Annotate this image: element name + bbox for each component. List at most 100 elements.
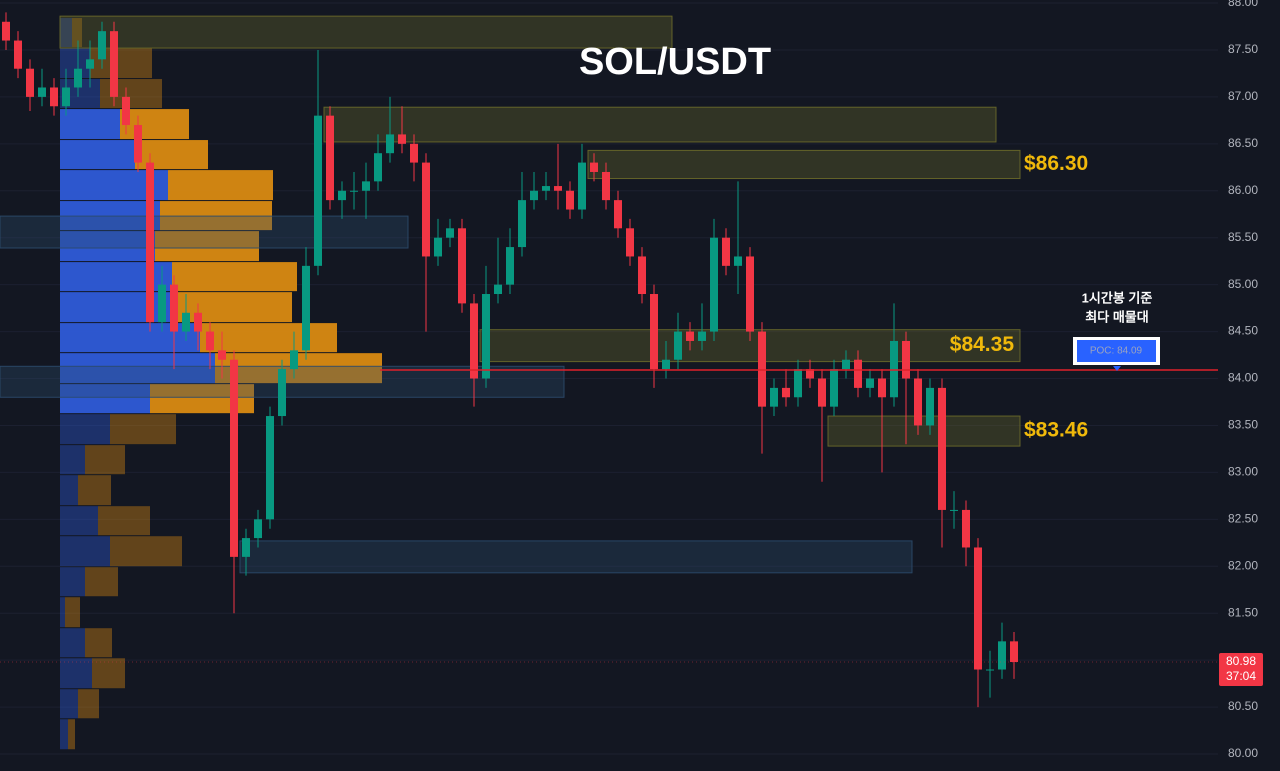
countdown-label: 37:04 xyxy=(1226,669,1256,683)
candle-body xyxy=(698,331,706,341)
candle-body xyxy=(350,190,358,192)
candle-body xyxy=(98,31,106,60)
candle-body xyxy=(614,200,622,229)
annotation: 1시간봉 기준 xyxy=(1082,290,1153,305)
profile-sell xyxy=(78,689,99,719)
candle-body xyxy=(758,331,766,407)
profile-buy xyxy=(60,597,65,628)
y-tick-label: 86.00 xyxy=(1228,183,1258,197)
y-tick-label: 80.00 xyxy=(1228,746,1258,760)
candle-body xyxy=(710,237,718,332)
profile-buy xyxy=(60,109,120,140)
last-price-tag xyxy=(1219,653,1263,687)
profile-buy xyxy=(60,658,92,689)
candle-body xyxy=(1010,641,1018,663)
profile-sell xyxy=(65,597,80,628)
last-price-label: 80.98 xyxy=(1226,654,1256,668)
candle-body xyxy=(806,369,814,379)
candle-body xyxy=(266,416,274,520)
candle-body xyxy=(62,87,70,107)
zone xyxy=(323,106,997,143)
candle-body xyxy=(470,303,478,379)
candle-body xyxy=(374,153,382,182)
candle-body xyxy=(434,237,442,257)
candle-body xyxy=(770,387,778,407)
candle-body xyxy=(146,162,154,323)
candle-body xyxy=(302,265,310,351)
candle-body xyxy=(482,294,490,379)
candle-body xyxy=(566,190,574,210)
profile-sell xyxy=(85,567,118,597)
candle-body xyxy=(38,87,46,97)
profile-buy xyxy=(60,506,98,536)
y-tick-label: 87.00 xyxy=(1228,89,1258,103)
candle-body xyxy=(2,21,10,41)
candle-body xyxy=(746,256,754,332)
candle-body xyxy=(866,378,874,388)
y-tick-label: 82.00 xyxy=(1228,558,1258,572)
candle-body xyxy=(14,40,22,69)
candle-body xyxy=(674,331,682,360)
candle-body xyxy=(890,340,898,398)
zone-label: $83.46 xyxy=(1024,419,1088,442)
profile-sell xyxy=(110,414,176,445)
candle-body xyxy=(86,59,94,69)
y-tick-label: 84.50 xyxy=(1228,324,1258,338)
candle-body xyxy=(854,359,862,388)
candle-body xyxy=(206,331,214,351)
candle-body xyxy=(794,369,802,398)
profile-buy xyxy=(60,18,72,48)
y-tick-label: 88.00 xyxy=(1228,0,1258,9)
candle-body xyxy=(662,359,670,370)
candle-body xyxy=(590,162,598,172)
zone xyxy=(239,540,913,574)
candle-body xyxy=(626,228,634,257)
candle-body xyxy=(782,387,790,398)
y-tick-label: 85.00 xyxy=(1228,277,1258,291)
candle-body xyxy=(458,228,466,304)
candle-body xyxy=(842,359,850,370)
y-tick-label: 82.50 xyxy=(1228,511,1258,525)
annotation: 최다 매물대 xyxy=(1085,309,1148,324)
candle-body xyxy=(290,350,298,370)
candle-body xyxy=(122,96,130,126)
candle-body xyxy=(254,519,262,539)
y-tick-label: 86.50 xyxy=(1228,136,1258,150)
zone-label: $84.35 xyxy=(950,333,1015,356)
profile-buy xyxy=(60,262,172,292)
zone xyxy=(59,15,673,49)
y-tick-label: 83.00 xyxy=(1228,465,1258,479)
profile-buy xyxy=(60,353,215,384)
profile-sell xyxy=(85,445,125,475)
candle-body xyxy=(506,247,514,285)
candle-body xyxy=(314,115,322,266)
candle-body xyxy=(386,134,394,154)
candle-body xyxy=(74,68,82,88)
candle-body xyxy=(542,186,550,191)
profile-buy xyxy=(60,628,85,658)
candle-body xyxy=(950,509,958,511)
candle-body xyxy=(734,256,742,266)
candle-body xyxy=(326,115,334,201)
candle-body xyxy=(170,284,178,332)
profile-buy xyxy=(60,475,78,506)
zone xyxy=(827,415,1021,447)
y-tick-label: 87.50 xyxy=(1228,42,1258,56)
poc-label: POC: 84.09 xyxy=(1090,346,1143,357)
candle-body xyxy=(602,171,610,201)
profile-buy xyxy=(60,140,135,170)
candle-body xyxy=(50,87,58,107)
profile-buy xyxy=(60,323,200,353)
profile-buy xyxy=(60,445,85,475)
candle-body xyxy=(722,237,730,266)
candle-body xyxy=(686,331,694,341)
candle-body xyxy=(494,284,502,295)
chart-title: SOL/USDT xyxy=(579,41,771,83)
profile-buy xyxy=(60,689,78,719)
profile-buy xyxy=(60,567,85,597)
profile-buy xyxy=(60,231,155,262)
price-axis-bg xyxy=(1218,0,1280,771)
zone xyxy=(0,215,409,249)
candle-body xyxy=(554,186,562,191)
